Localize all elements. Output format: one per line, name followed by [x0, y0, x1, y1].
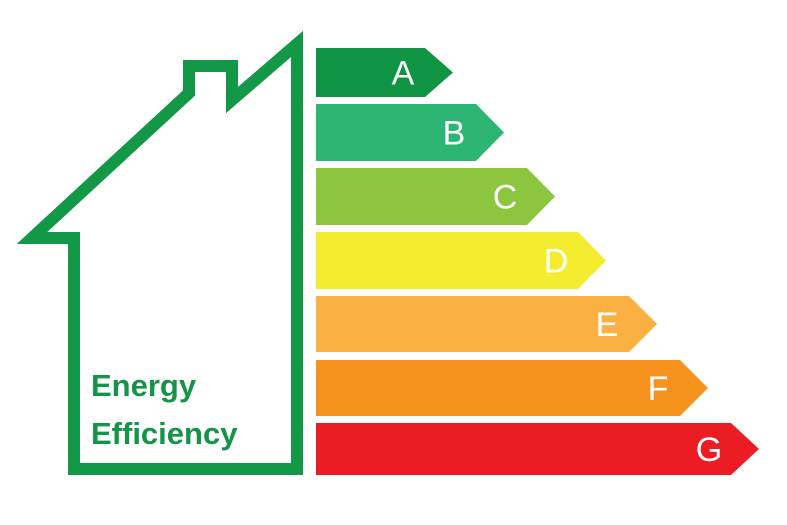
band-g-arrow: [316, 423, 759, 475]
band-c-arrow: [316, 168, 555, 225]
band-g-label: G: [696, 431, 722, 469]
band-a-arrow: [316, 48, 453, 97]
band-f-label: F: [648, 370, 669, 408]
band-d-arrow: [316, 232, 606, 289]
title-line-2: Efficiency: [91, 416, 238, 451]
band-a-label: A: [392, 55, 415, 93]
band-f-arrow: [316, 360, 708, 416]
band-e-label: E: [596, 306, 619, 344]
band-b-arrow: [316, 104, 504, 161]
title-line-1: Energy: [91, 368, 197, 403]
band-d-label: D: [544, 243, 569, 281]
band-b-label: B: [443, 115, 466, 153]
house-outline-icon: [16, 30, 303, 475]
band-e-arrow: [316, 296, 657, 352]
band-c-label: C: [493, 179, 518, 217]
